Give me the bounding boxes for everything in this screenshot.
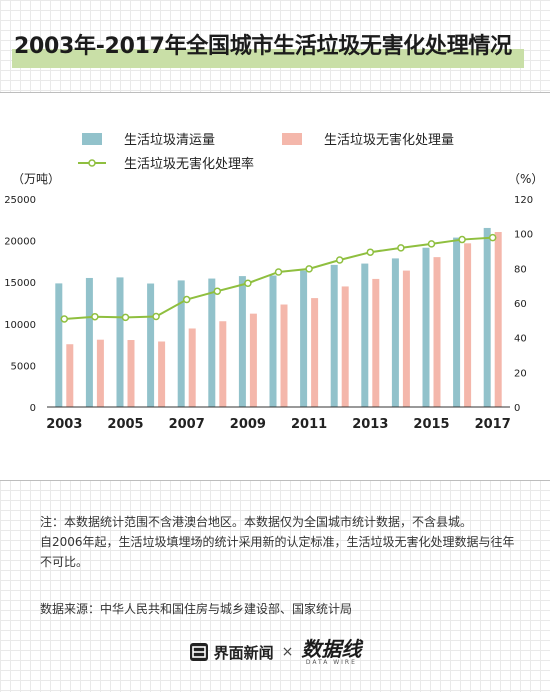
x-tick-label: 2003 (46, 417, 82, 432)
y-tick-left: 25000 (4, 195, 36, 206)
y-tick-right: 60 (514, 299, 527, 310)
x-tick-label: 2005 (107, 417, 143, 432)
y-axis-right-label: （%） (508, 172, 543, 186)
bar-treated (372, 278, 380, 407)
rate-point (366, 248, 375, 256)
y-tick-right: 40 (514, 334, 527, 345)
bar-treated (311, 298, 319, 407)
bar-treated (249, 313, 257, 407)
legend-label: 生活垃圾清运量 (124, 133, 215, 148)
legend-label: 生活垃圾无害化处理率 (124, 156, 254, 172)
bar-collected (422, 247, 430, 407)
bar-treated (219, 321, 227, 407)
bar-treated (158, 341, 166, 407)
data-source: 数据来源：中华人民共和国住房与城乡建设部、国家统计局 (40, 602, 353, 616)
rate-point (213, 287, 222, 295)
footer: 界面新闻 × 数据线 DATA WIRE (0, 636, 550, 668)
bar-collected (483, 227, 491, 407)
rate-point (305, 265, 313, 273)
y-tick-right: 0 (514, 403, 520, 414)
x-tick-label: 2015 (413, 417, 449, 432)
bar-collected (85, 277, 93, 407)
rate-point (274, 268, 283, 276)
bar-collected (269, 275, 277, 407)
title-highlight (12, 26, 524, 68)
x-tick-label: 2011 (291, 417, 327, 432)
y-tick-left: 10000 (4, 320, 36, 331)
bar-collected (116, 277, 124, 407)
y-tick-right: 120 (514, 195, 533, 206)
x-tick-label: 2013 (352, 417, 388, 432)
chart-panel: 生活垃圾清运量 生活垃圾无害化处理量生活垃圾无害化处理率 （万吨） （%） 0 5000 1… (0, 92, 550, 481)
bar-collected (453, 237, 461, 407)
jiemian-label: 界面新闻 (213, 643, 274, 662)
bar-treated (127, 340, 135, 407)
bar-collected (238, 276, 246, 407)
bar-treated (464, 243, 472, 407)
bar-treated (402, 270, 410, 407)
y-axis-left-label: （万吨） (12, 172, 60, 186)
bar-collected (147, 283, 155, 407)
x-tick-label: 2009 (230, 417, 266, 432)
bar-collected (361, 263, 369, 407)
rate-point (91, 312, 99, 321)
note-line-2: 自2006年起，生活垃圾填埋场的统计采用新的认定标准，生活垃圾无害化处理数据与往… (40, 535, 515, 569)
bar-treated (433, 257, 441, 407)
datawire-logo: 数据线 DATA WIRE (301, 639, 361, 666)
bar-treated (341, 286, 349, 407)
rate-point (152, 312, 160, 321)
bar-collected (300, 270, 308, 407)
rate-point (427, 240, 436, 248)
note-line-1: 注：本数据统计范围不含港澳台地区。本数据仅为全国城市统计数据，不含县城。 (40, 515, 473, 529)
bar-collected (330, 264, 338, 407)
legend-swatch (282, 133, 302, 145)
rate-point (488, 233, 497, 242)
y-tick-right: 100 (514, 230, 533, 241)
rate-point (335, 256, 344, 264)
bar-collected (177, 280, 185, 407)
legend-marker (88, 159, 96, 167)
rate-point (458, 235, 466, 244)
bar-treated (96, 339, 104, 407)
footer-separator: × (281, 644, 294, 660)
rate-point (121, 313, 130, 322)
notes: 注：本数据统计范围不含港澳台地区。本数据仅为全国城市统计数据，不含县城。 自20… (40, 512, 522, 572)
x-tick-label: 2017 (475, 417, 511, 432)
y-tick-left: 5000 (11, 361, 36, 372)
y-tick-left: 15000 (4, 278, 36, 289)
rate-point (244, 279, 252, 287)
jiemian-icon (189, 643, 208, 661)
bar-collected (55, 283, 63, 407)
rate-point (397, 244, 405, 252)
datawire-label: 数据线 (301, 636, 362, 661)
bar-treated (188, 328, 196, 407)
bar-treated (66, 344, 74, 407)
y-tick-left: 20000 (4, 237, 36, 248)
bar-treated (280, 304, 288, 407)
bar-collected (208, 278, 216, 407)
legend-label: 生活垃圾无害化处理量 (324, 132, 454, 148)
y-tick-right: 80 (514, 264, 527, 275)
datawire-sub: DATA WIRE (305, 658, 357, 666)
page-title: 2003年-2017年全国城市生活垃圾无害化处理情况 (14, 34, 512, 59)
bar-treated (494, 231, 502, 407)
jiemian-logo: 界面新闻 (189, 642, 274, 663)
rate-point (60, 315, 69, 323)
legend-swatch (82, 133, 102, 145)
y-tick-left: 0 (30, 403, 36, 414)
x-tick-label: 2007 (169, 417, 205, 432)
y-tick-right: 20 (514, 368, 527, 379)
bar-collected (391, 258, 399, 407)
rate-point (182, 295, 191, 304)
